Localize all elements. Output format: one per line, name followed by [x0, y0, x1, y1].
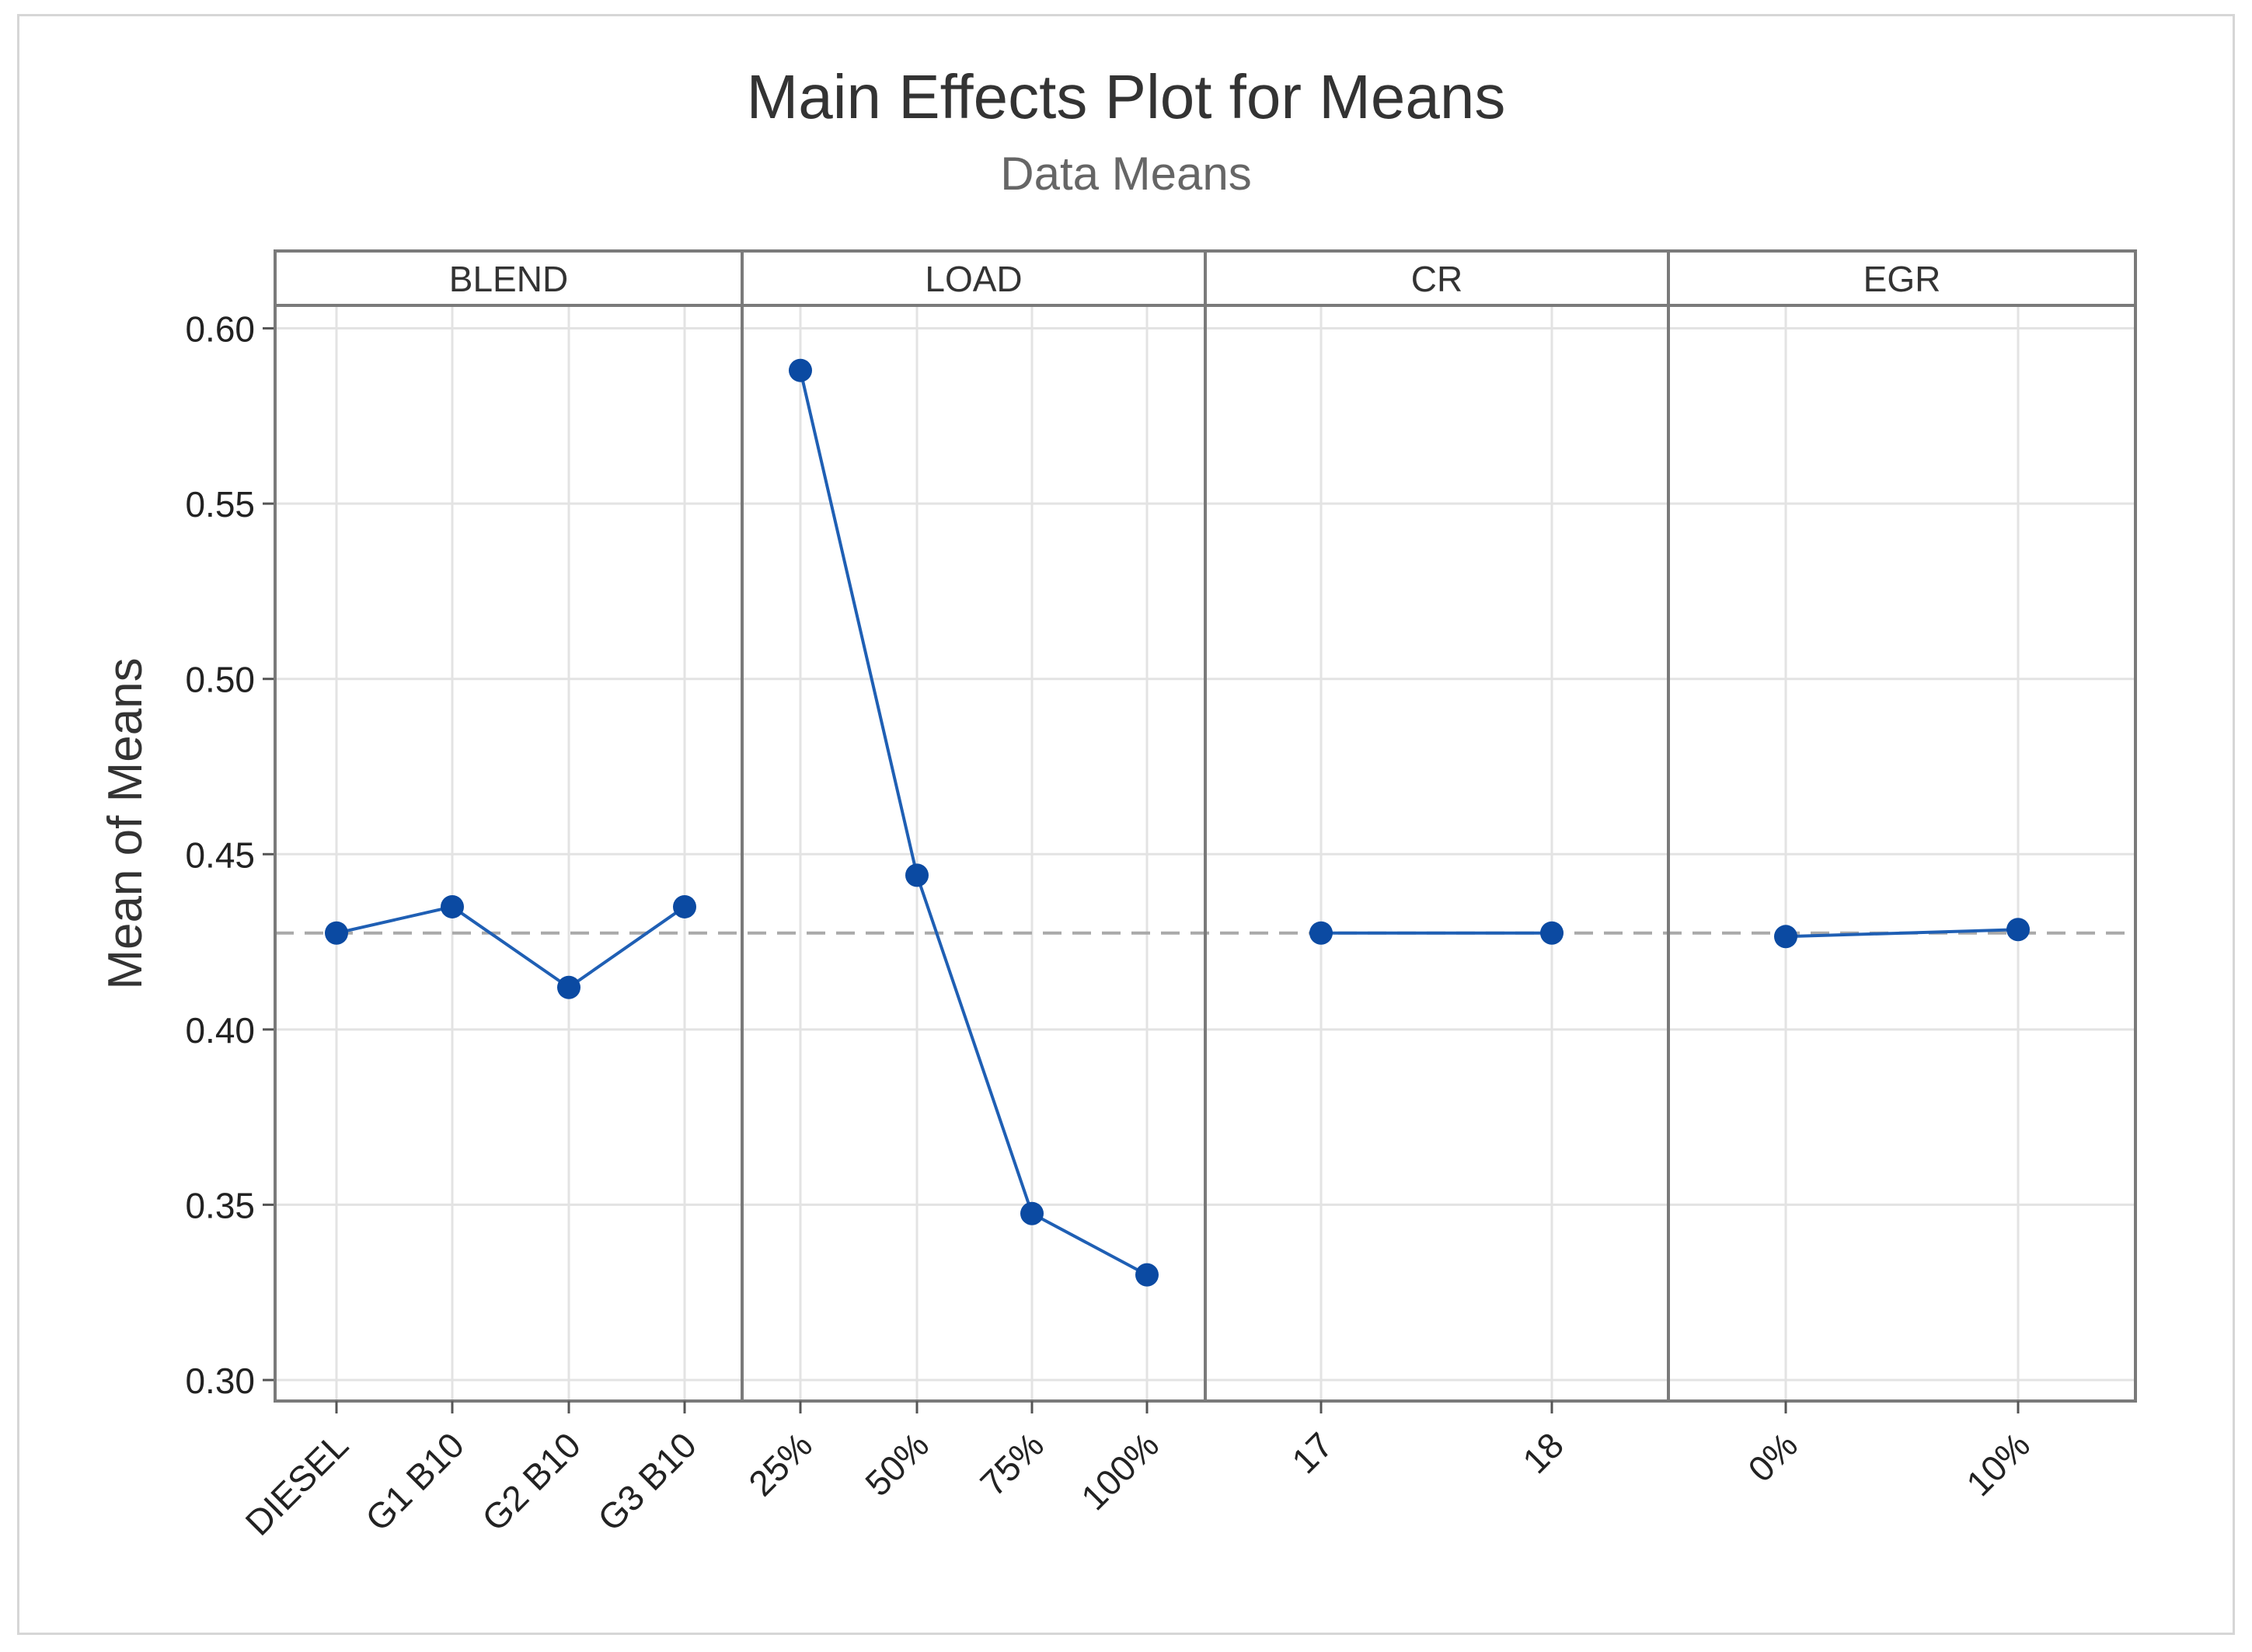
- data-point: [1309, 921, 1333, 945]
- chart-title: Main Effects Plot for Means: [747, 62, 1506, 131]
- data-point: [1135, 1263, 1159, 1287]
- x-tick-label: 18: [1515, 1424, 1571, 1481]
- panel-strip-label: CR: [1411, 259, 1462, 299]
- y-tick-label: 0.55: [185, 484, 255, 525]
- x-tick-label: G1 B10: [357, 1424, 472, 1539]
- panel-strip-label: EGR: [1863, 259, 1941, 299]
- panel-strip-label: LOAD: [925, 259, 1022, 299]
- data-point: [557, 975, 580, 999]
- data-point: [2006, 918, 2030, 942]
- x-tick-label: 75%: [972, 1424, 1051, 1504]
- data-point: [1774, 925, 1797, 949]
- x-tick-label: 25%: [741, 1424, 820, 1504]
- series-line-blend: [336, 904, 686, 990]
- x-tick-label: 10%: [1958, 1424, 2038, 1504]
- y-tick-label: 0.35: [185, 1185, 255, 1225]
- y-tick-label: 0.30: [185, 1361, 255, 1401]
- x-tick-label: DIESEL: [238, 1424, 356, 1542]
- x-tick-label: 50%: [857, 1424, 936, 1504]
- y-tick-label: 0.45: [185, 835, 255, 875]
- chart-subtitle: Data Means: [1000, 148, 1252, 200]
- data-point: [673, 894, 696, 918]
- y-tick-label: 0.50: [185, 660, 255, 700]
- x-tick-label: G2 B10: [474, 1424, 588, 1539]
- panel-border-egr: [1667, 304, 2137, 1403]
- series-line-load: [799, 370, 1148, 1277]
- y-axis-label: Mean of Means: [99, 657, 152, 989]
- data-point: [789, 358, 812, 382]
- plot-layer: 0.30 0.35 0.40 0.45 0.50 0.55 0.60 BLEND LOAD CR E…: [185, 249, 2137, 1543]
- data-point: [1540, 921, 1564, 945]
- panel-strip-load: [741, 249, 1207, 307]
- panel-strip-egr: [1667, 249, 2137, 307]
- data-point: [325, 921, 348, 945]
- data-point: [905, 863, 929, 887]
- y-tick-label: 0.60: [185, 309, 255, 350]
- panel-strip-label: BLEND: [449, 259, 568, 299]
- x-tick-label: 0%: [1740, 1424, 1805, 1490]
- data-point: [1020, 1201, 1044, 1225]
- x-tick-label: 100%: [1073, 1424, 1166, 1518]
- data-point: [441, 894, 464, 918]
- x-tick-label: 17: [1284, 1424, 1340, 1481]
- x-tick-label: G3 B10: [590, 1424, 704, 1539]
- y-tick-label: 0.40: [185, 1010, 255, 1051]
- series-line-egr: [1785, 928, 2019, 939]
